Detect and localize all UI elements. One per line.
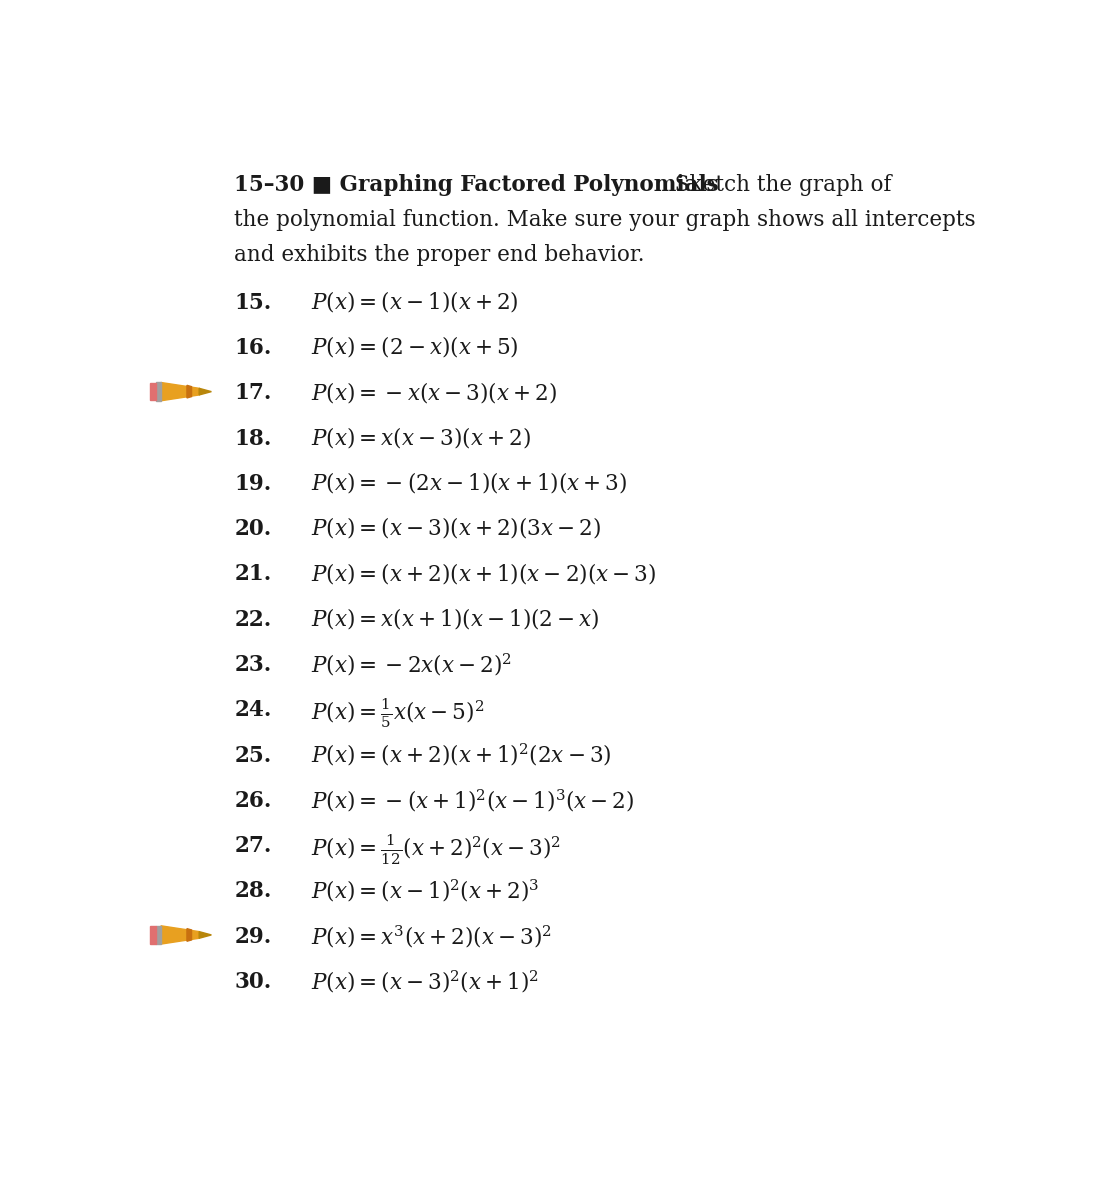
Text: $P(x) = -(x + 1)^2(x - 1)^3(x - 2)$: $P(x) = -(x + 1)^2(x - 1)^3(x - 2)$ xyxy=(311,787,634,814)
Text: $P(x) = \frac{1}{5}x(x - 5)^2$: $P(x) = \frac{1}{5}x(x - 5)^2$ xyxy=(311,696,484,731)
Text: 20.: 20. xyxy=(234,518,272,540)
Text: the polynomial function. Make sure your graph shows all intercepts: the polynomial function. Make sure your … xyxy=(234,209,976,230)
Text: 29.: 29. xyxy=(234,925,272,948)
Text: $P(x) = (x - 1)(x + 2)$: $P(x) = (x - 1)(x + 2)$ xyxy=(311,289,519,314)
Polygon shape xyxy=(150,383,157,401)
Polygon shape xyxy=(157,383,161,401)
Text: and exhibits the proper end behavior.: and exhibits the proper end behavior. xyxy=(234,244,645,265)
Text: $P(x) = -x(x - 3)(x + 2)$: $P(x) = -x(x - 3)(x + 2)$ xyxy=(311,379,557,404)
Text: 23.: 23. xyxy=(234,654,272,676)
Text: 30.: 30. xyxy=(234,971,272,992)
Polygon shape xyxy=(199,931,211,938)
Polygon shape xyxy=(187,385,192,398)
Text: 18.: 18. xyxy=(234,427,272,450)
Polygon shape xyxy=(161,925,199,944)
Text: $P(x) = x^3(x + 2)(x - 3)^2$: $P(x) = x^3(x + 2)(x - 3)^2$ xyxy=(311,923,552,949)
Polygon shape xyxy=(150,926,157,943)
Text: $P(x) = (x + 2)(x + 1)^2(2x - 3)$: $P(x) = (x + 2)(x + 1)^2(2x - 3)$ xyxy=(311,742,611,768)
Text: $P(x) = (x - 3)^2(x + 1)^2$: $P(x) = (x - 3)^2(x + 1)^2$ xyxy=(311,968,539,995)
Text: 19.: 19. xyxy=(234,473,272,494)
Text: 21.: 21. xyxy=(234,564,272,586)
Text: $P(x) = -2x(x - 2)^2$: $P(x) = -2x(x - 2)^2$ xyxy=(311,652,511,678)
Text: $P(x) = (x - 1)^2(x + 2)^3$: $P(x) = (x - 1)^2(x + 2)^3$ xyxy=(311,877,539,905)
Polygon shape xyxy=(187,929,192,941)
Text: Sketch the graph of: Sketch the graph of xyxy=(661,174,891,196)
Text: 17.: 17. xyxy=(234,383,272,404)
Polygon shape xyxy=(157,925,161,944)
Text: 16.: 16. xyxy=(234,337,272,359)
Text: 15–30 ■ Graphing Factored Polynomials: 15–30 ■ Graphing Factored Polynomials xyxy=(234,174,719,196)
Text: $P(x) = (x + 2)(x + 1)(x - 2)(x - 3)$: $P(x) = (x + 2)(x + 1)(x - 2)(x - 3)$ xyxy=(311,560,656,586)
Text: 15.: 15. xyxy=(234,292,272,314)
Text: $P(x) = (2 - x)(x + 5)$: $P(x) = (2 - x)(x + 5)$ xyxy=(311,335,519,359)
Text: 27.: 27. xyxy=(234,835,272,857)
Text: 22.: 22. xyxy=(234,608,272,631)
Text: 25.: 25. xyxy=(234,744,272,767)
Text: $P(x) = x(x - 3)(x + 2)$: $P(x) = x(x - 3)(x + 2)$ xyxy=(311,425,531,450)
Text: $P(x) = -(2x - 1)(x + 1)(x + 3)$: $P(x) = -(2x - 1)(x + 1)(x + 3)$ xyxy=(311,470,627,496)
Text: 28.: 28. xyxy=(234,881,272,902)
Polygon shape xyxy=(199,389,211,395)
Text: 26.: 26. xyxy=(234,790,272,812)
Text: $P(x) = x(x + 1)(x - 1)(2 - x)$: $P(x) = x(x + 1)(x - 1)(2 - x)$ xyxy=(311,606,599,631)
Text: $P(x) = \frac{1}{12}(x + 2)^2(x - 3)^2$: $P(x) = \frac{1}{12}(x + 2)^2(x - 3)^2$ xyxy=(311,833,561,866)
Text: 24.: 24. xyxy=(234,700,272,721)
Polygon shape xyxy=(161,383,199,401)
Text: $P(x) = (x - 3)(x + 2)(3x - 2)$: $P(x) = (x - 3)(x + 2)(3x - 2)$ xyxy=(311,516,601,540)
